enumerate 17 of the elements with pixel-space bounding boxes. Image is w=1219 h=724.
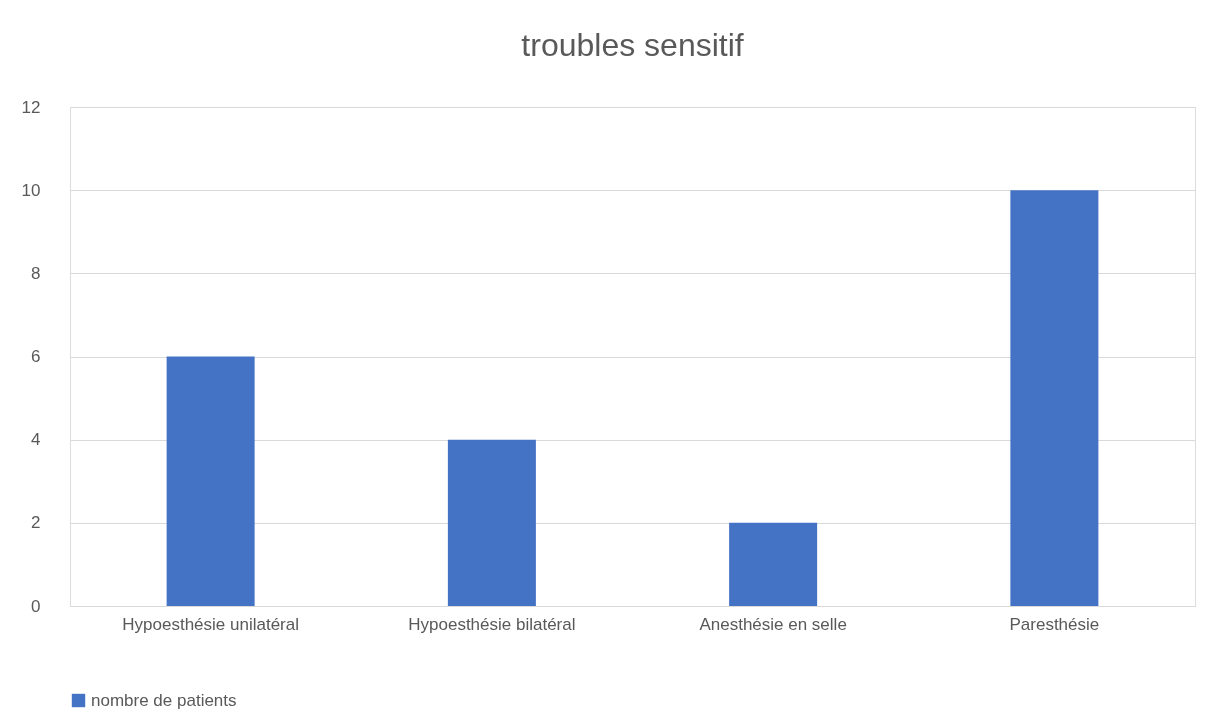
y-tick-label: 12 <box>21 97 41 117</box>
chart-title: troubles sensitif <box>521 27 744 63</box>
bar <box>166 356 255 606</box>
y-tick-label: 10 <box>21 180 41 200</box>
y-tick-label: 0 <box>31 596 41 616</box>
x-tick-label: Hypoesthésie bilatéral <box>408 614 576 634</box>
y-tick-label: 8 <box>31 263 41 283</box>
x-tick-label: Anesthésie en selle <box>699 614 847 634</box>
y-tick-label: 2 <box>31 513 41 533</box>
legend-label: nombre de patients <box>91 690 237 710</box>
y-tick-label: 6 <box>31 347 41 366</box>
bar <box>729 522 818 606</box>
x-tick-label: Hypoesthésie unilatéral <box>122 614 299 634</box>
bar <box>447 439 536 606</box>
x-tick-label: Paresthésie <box>1009 614 1100 634</box>
bar <box>1010 190 1099 606</box>
y-tick-label: 4 <box>31 430 41 450</box>
